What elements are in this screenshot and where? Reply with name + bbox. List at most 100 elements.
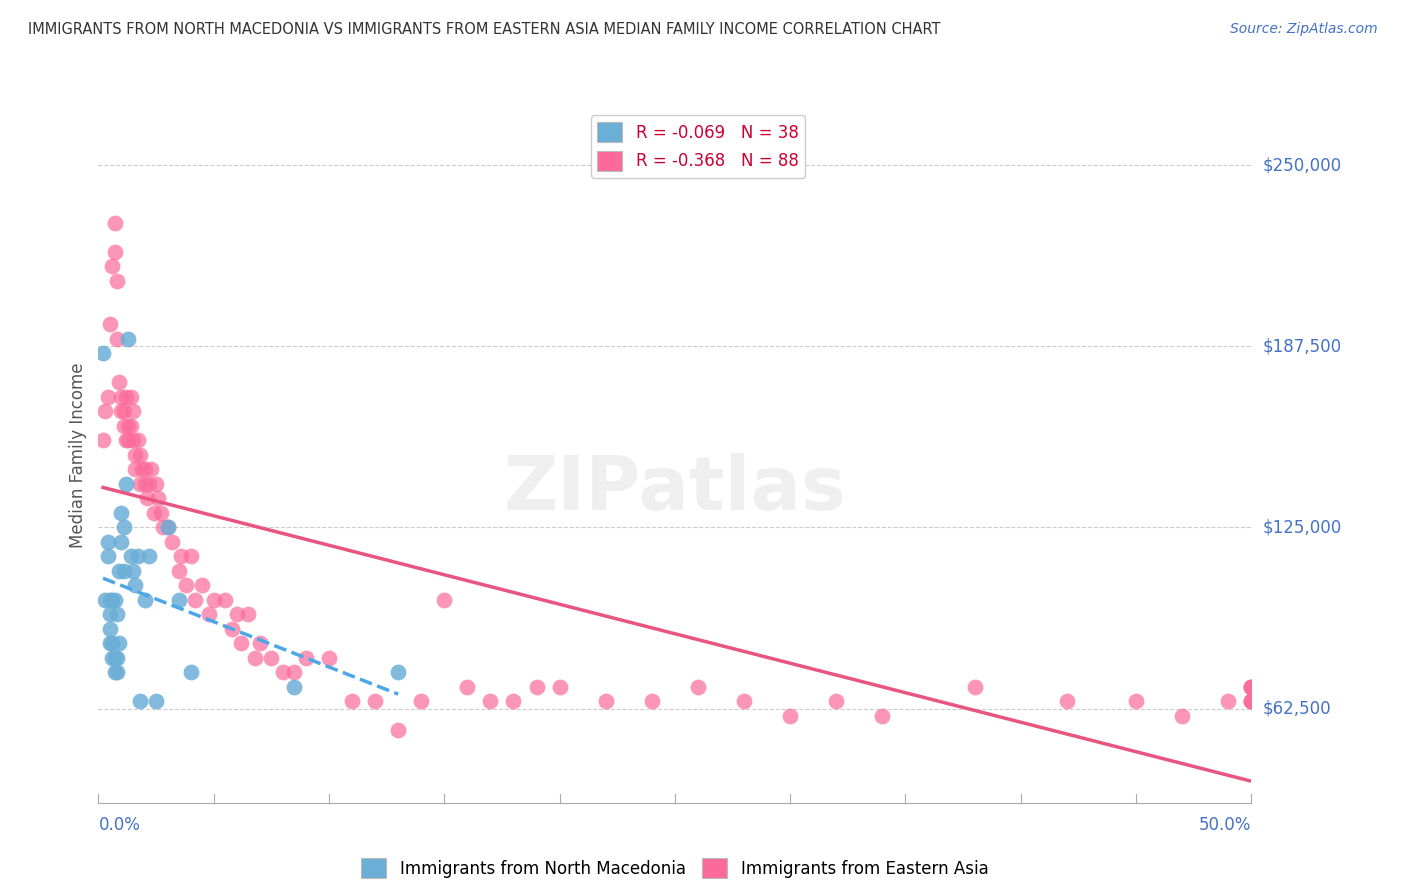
Point [141, 462, 163, 476]
Point [202, 592, 225, 607]
Point [134, 462, 156, 476]
Point [148, 491, 170, 506]
Point [98, 592, 121, 607]
Point [387, 723, 409, 738]
Point [283, 665, 305, 680]
Point [963, 680, 986, 694]
Text: $125,000: $125,000 [1263, 518, 1341, 536]
Point [110, 534, 132, 549]
Point [595, 694, 617, 708]
Point [145, 476, 167, 491]
Text: Source: ZipAtlas.com: Source: ZipAtlas.com [1230, 22, 1378, 37]
Point [872, 708, 894, 723]
Text: 0.0%: 0.0% [98, 816, 141, 834]
Point [1240, 694, 1263, 708]
Point [122, 404, 145, 418]
Point [249, 636, 271, 650]
Point [225, 607, 247, 622]
Point [108, 636, 131, 650]
Point [238, 607, 260, 622]
Text: IMMIGRANTS FROM NORTH MACEDONIA VS IMMIGRANTS FROM EASTERN ASIA MEDIAN FAMILY IN: IMMIGRANTS FROM NORTH MACEDONIA VS IMMIG… [28, 22, 941, 37]
Point [117, 418, 139, 433]
Y-axis label: Median Family Income: Median Family Income [69, 362, 87, 548]
Point [115, 434, 138, 448]
Point [105, 607, 128, 622]
Point [101, 636, 124, 650]
Point [145, 694, 167, 708]
Point [103, 592, 125, 607]
Point [138, 476, 160, 491]
Point [387, 665, 409, 680]
Point [1125, 694, 1147, 708]
Point [122, 434, 145, 448]
Point [548, 680, 571, 694]
Point [149, 506, 172, 520]
Point [103, 216, 125, 230]
Point [221, 622, 243, 636]
Point [105, 651, 128, 665]
Point [1218, 694, 1240, 708]
Point [1240, 694, 1263, 708]
Point [191, 578, 214, 592]
Text: 50.0%: 50.0% [1199, 816, 1251, 834]
Point [733, 694, 755, 708]
Point [103, 651, 125, 665]
Point [1240, 680, 1263, 694]
Point [156, 520, 179, 534]
Point [110, 506, 132, 520]
Point [124, 448, 146, 462]
Point [105, 274, 128, 288]
Point [364, 694, 387, 708]
Point [108, 564, 131, 578]
Point [91, 346, 114, 360]
Point [129, 694, 152, 708]
Point [231, 636, 253, 650]
Point [122, 564, 145, 578]
Text: $250,000: $250,000 [1263, 156, 1341, 174]
Point [117, 434, 139, 448]
Point [135, 491, 157, 506]
Point [180, 549, 202, 564]
Point [112, 564, 135, 578]
Point [110, 390, 132, 404]
Point [184, 592, 207, 607]
Point [245, 651, 267, 665]
Point [160, 534, 183, 549]
Text: $187,500: $187,500 [1263, 337, 1341, 355]
Point [1056, 694, 1078, 708]
Point [318, 651, 340, 665]
Point [134, 592, 156, 607]
Point [456, 680, 478, 694]
Point [97, 534, 120, 549]
Point [129, 476, 152, 491]
Point [779, 708, 801, 723]
Point [94, 592, 117, 607]
Point [101, 592, 124, 607]
Text: ZIPatlas: ZIPatlas [503, 453, 846, 526]
Point [97, 390, 120, 404]
Point [479, 694, 502, 708]
Point [120, 418, 142, 433]
Point [101, 651, 124, 665]
Point [110, 404, 132, 418]
Point [1171, 708, 1194, 723]
Point [1240, 680, 1263, 694]
Point [411, 694, 433, 708]
Point [271, 665, 294, 680]
Point [526, 680, 548, 694]
Point [180, 665, 202, 680]
Point [112, 404, 135, 418]
Point [103, 244, 125, 259]
Point [138, 549, 160, 564]
Point [214, 592, 236, 607]
Point [98, 607, 121, 622]
Point [120, 390, 142, 404]
Point [686, 680, 709, 694]
Point [129, 448, 152, 462]
Point [105, 665, 128, 680]
Point [115, 390, 138, 404]
Point [127, 549, 149, 564]
Point [105, 332, 128, 346]
Point [502, 694, 524, 708]
Point [101, 260, 124, 274]
